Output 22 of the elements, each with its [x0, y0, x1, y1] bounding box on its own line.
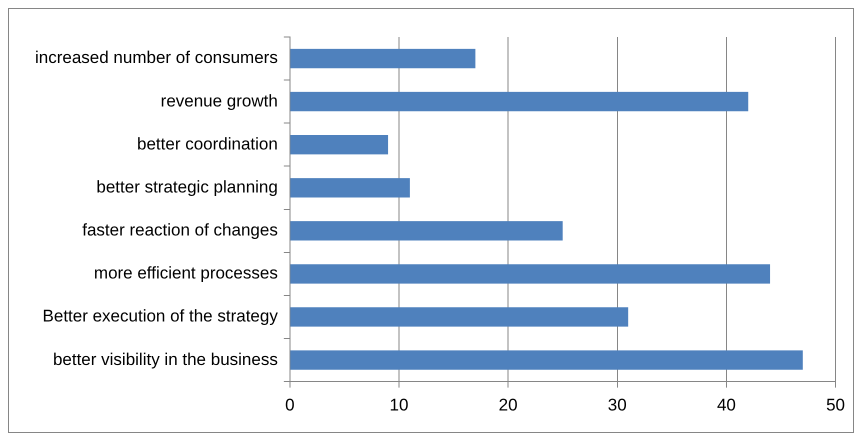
x-tick-label: 50	[826, 395, 846, 414]
y-tick-label: better coordination	[137, 134, 278, 154]
bar	[290, 134, 388, 154]
bar	[290, 48, 476, 68]
y-tick-label: revenue growth	[160, 91, 278, 110]
x-tick-label: 0	[285, 395, 295, 414]
y-tick-label: faster reaction of changes	[82, 220, 278, 240]
bar	[290, 221, 563, 241]
bar	[290, 264, 770, 284]
bar	[290, 178, 410, 198]
bar	[290, 350, 803, 370]
y-tick-label: increased number of consumers	[34, 48, 278, 68]
x-tick-label: 30	[608, 395, 627, 414]
bar	[290, 307, 628, 327]
y-tick-label: Better execution of the strategy	[42, 306, 278, 326]
x-tick-label: 10	[390, 395, 408, 414]
x-tick-label: 20	[498, 395, 518, 414]
bar	[290, 92, 748, 112]
y-tick-label: more efficient processes	[94, 264, 278, 283]
y-tick-label: better strategic planning	[96, 177, 278, 196]
x-tick-label: 40	[716, 395, 736, 414]
y-tick-label: better visibility in the business	[52, 350, 278, 369]
